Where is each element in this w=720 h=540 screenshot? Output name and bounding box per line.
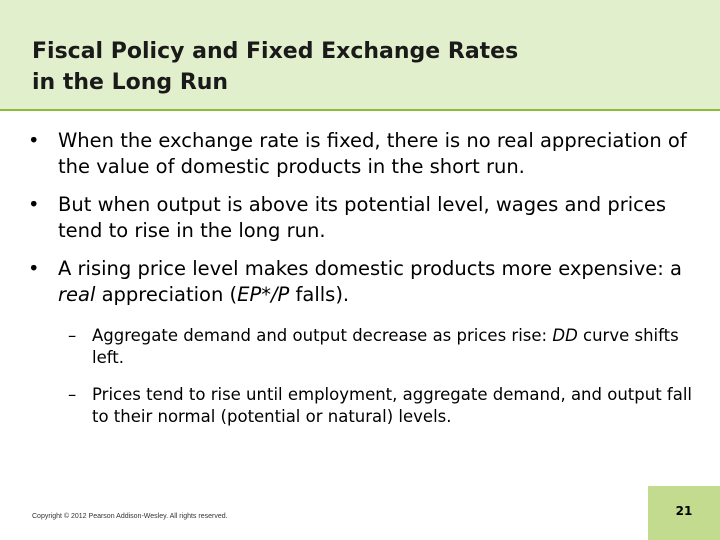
title-band — [0, 0, 720, 109]
sub-bullet-text: curve shifts left. — [92, 326, 679, 367]
copyright-footer: Copyright © 2012 Pearson Addison-Wesley.… — [32, 513, 228, 520]
bullet-marker: • — [28, 129, 40, 152]
bullet-item: • When the exchange rate is fixed, there… — [28, 128, 698, 180]
sub-bullet-text-italic: DD — [552, 326, 578, 345]
sub-bullet-marker: – — [68, 385, 77, 404]
title-line-1: Fiscal Policy and Fixed Exchange Rates — [32, 39, 519, 64]
sub-bullet-marker: – — [68, 326, 77, 345]
bullet-item: • But when output is above its potential… — [28, 192, 698, 244]
bullet-marker: • — [28, 257, 40, 280]
title-line-2: in the Long Run — [32, 70, 229, 95]
bullet-text: But when output is above its potential l… — [58, 193, 667, 242]
bullet-text: When the exchange rate is fixed, there i… — [58, 129, 687, 178]
sub-bullet-list: – Aggregate demand and output decrease a… — [28, 325, 698, 428]
slide-title: Fiscal Policy and Fixed Exchange Rates i… — [32, 36, 702, 98]
page-number-box: 21 — [648, 486, 720, 540]
page-number: 21 — [675, 504, 693, 518]
title-divider — [0, 109, 720, 111]
sub-bullet-item: – Prices tend to rise until employment, … — [28, 384, 698, 428]
bullet-text: A rising price level makes domestic prod… — [58, 257, 682, 280]
bullet-text-italic: EP*/P — [237, 283, 290, 306]
bullet-text: appreciation ( — [95, 283, 238, 306]
sub-bullet-item: – Aggregate demand and output decrease a… — [28, 325, 698, 369]
bullet-item: • A rising price level makes domestic pr… — [28, 256, 698, 308]
bullet-marker: • — [28, 193, 40, 216]
slide-body: • When the exchange rate is fixed, there… — [28, 128, 698, 443]
sub-bullet-text: Aggregate demand and output decrease as … — [92, 326, 553, 345]
bullet-text-italic: real — [58, 283, 96, 306]
bullet-text: falls). — [289, 283, 350, 306]
sub-bullet-text: Prices tend to rise until employment, ag… — [92, 385, 692, 426]
